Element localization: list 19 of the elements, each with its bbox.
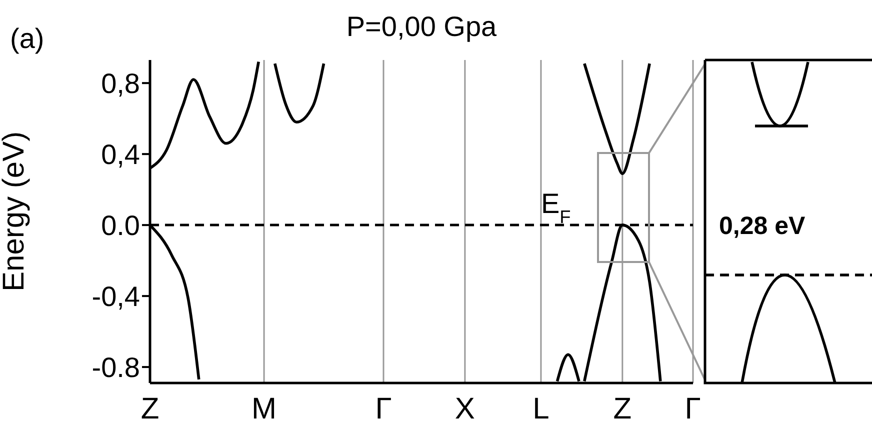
x-tick-label: M bbox=[252, 392, 277, 426]
ref-line-label: E$_{F}$ bbox=[540, 188, 571, 228]
x-tick-label: Z bbox=[140, 392, 160, 426]
line-series bbox=[583, 62, 651, 175]
y-axis-title: Energy (eV) bbox=[0, 131, 31, 292]
y-tick-label: 0,4 bbox=[101, 139, 140, 170]
chart-title: P=0,00 Gpa bbox=[346, 11, 498, 42]
x-tick-label: X bbox=[454, 392, 475, 426]
text: 0,28 eV bbox=[719, 212, 806, 240]
x-tick-label: L bbox=[532, 392, 550, 426]
line-series bbox=[273, 62, 326, 124]
text: (a) bbox=[10, 23, 44, 54]
x-tick-label: Γ bbox=[375, 392, 392, 426]
x-tick-label: Γ bbox=[684, 392, 702, 426]
y-tick-label: -0,4 bbox=[92, 280, 140, 312]
y-tick-label: 0,8 bbox=[101, 68, 140, 100]
y-tick-label: 0.0 bbox=[101, 210, 140, 241]
x-tick-label: Z bbox=[613, 392, 632, 426]
y-tick-label: -0.8 bbox=[92, 352, 140, 383]
